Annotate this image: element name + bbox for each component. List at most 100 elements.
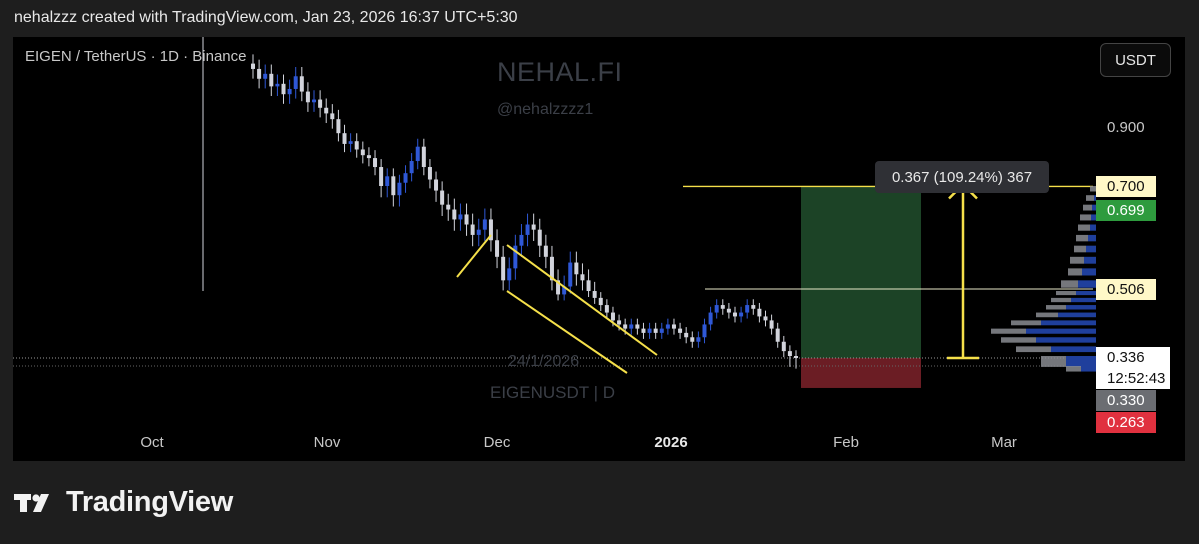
candle-body: [299, 76, 304, 92]
candle-body: [275, 83, 280, 87]
candle-body: [330, 113, 335, 120]
volume-profile-bar: [1058, 312, 1096, 318]
profit-zone: [801, 186, 921, 358]
candle-body: [440, 190, 445, 205]
volume-profile-bar: [1066, 305, 1096, 310]
volume-profile-bar: [1011, 320, 1041, 326]
volume-profile-bar: [1041, 320, 1096, 326]
candle-body: [287, 88, 292, 95]
tradingview-footer[interactable]: TradingView: [14, 486, 233, 519]
candle-body: [269, 73, 274, 87]
candle-body: [592, 291, 597, 298]
chart-panel[interactable]: EIGEN / TetherUS · 1D · Binance NEHAL.FI…: [13, 37, 1185, 461]
last-price-label: 0.336: [1096, 347, 1170, 368]
candle-body: [531, 224, 536, 230]
candle-body: [739, 312, 744, 317]
price-tick: 0.900: [1107, 119, 1145, 136]
candle-body: [403, 173, 408, 183]
candle-body: [769, 320, 774, 329]
candle-body: [305, 91, 310, 103]
volume-profile-bar: [1076, 291, 1096, 296]
brand-name: TradingView: [66, 486, 233, 518]
channel-upper-line: [506, 244, 658, 356]
candle-body: [409, 161, 414, 174]
candle-body: [391, 176, 396, 196]
candle-body: [251, 63, 255, 69]
candle-body: [598, 297, 603, 306]
candle-body: [787, 351, 792, 357]
volume-profile-bar: [1066, 356, 1096, 367]
volume-profile-bar: [1046, 305, 1066, 310]
watermark-title: NEHAL.FI: [497, 57, 623, 87]
volume-profile-bar: [991, 328, 1026, 334]
candle-body: [397, 182, 402, 196]
candle-body: [702, 324, 707, 338]
candle-body: [421, 146, 426, 168]
volume-profile-bar: [1061, 280, 1078, 288]
volume-profile-bar: [1051, 346, 1096, 353]
candle-body: [757, 308, 762, 317]
candle-body: [525, 224, 530, 235]
candle-body: [665, 324, 670, 329]
volume-profile-bar: [1074, 245, 1086, 253]
resistance-price-label: 0.506: [1096, 279, 1156, 300]
chart-canvas[interactable]: [13, 37, 1185, 461]
volume-profile-bar: [1086, 195, 1094, 201]
candle-body: [720, 305, 725, 309]
candle-body: [604, 305, 609, 313]
candle-body: [501, 256, 506, 281]
candle-body: [476, 229, 481, 235]
candle-body: [513, 245, 518, 269]
volume-profile-bar: [1084, 256, 1096, 264]
volume-profile-bar: [1090, 186, 1096, 192]
candle-body: [458, 214, 463, 220]
month-label: Dec: [483, 434, 511, 451]
flagpole-line: [456, 234, 492, 278]
attribution-header: nehalzzz created with TradingView.com, J…: [14, 9, 518, 26]
candle-body: [732, 312, 737, 317]
candle-body: [342, 133, 347, 144]
volume-profile-bar: [1041, 356, 1066, 367]
volume-profile-bar: [1001, 337, 1036, 343]
candle-body: [763, 316, 768, 321]
candle-body: [495, 240, 500, 257]
candle-body: [507, 268, 512, 281]
volume-profile-bar: [1071, 297, 1096, 303]
volume-profile-bar: [1080, 214, 1091, 221]
volume-profile-bar: [1056, 291, 1076, 296]
month-label: Feb: [833, 434, 859, 451]
volume-profile-bar: [1036, 337, 1096, 343]
candle-body: [568, 262, 573, 287]
symbol-info[interactable]: EIGEN / TetherUS · 1D · Binance: [25, 48, 247, 65]
candle-body: [324, 107, 329, 114]
candle-body: [659, 328, 664, 333]
candle-body: [281, 83, 286, 95]
candle-body: [635, 324, 640, 329]
target-price-label: 0.700: [1096, 176, 1156, 197]
candle-body: [373, 158, 378, 168]
volume-profile-bar: [1016, 346, 1051, 353]
year-label: 2026: [654, 434, 688, 451]
candle-body: [312, 99, 317, 103]
candle-body: [745, 305, 750, 313]
candle-body: [696, 337, 701, 342]
candle-body: [574, 262, 579, 275]
candle-body: [714, 305, 719, 313]
volume-profile-bar: [1090, 224, 1096, 231]
stop-price-label: 0.263: [1096, 412, 1156, 433]
volume-profile-bar: [1026, 328, 1096, 334]
month-label: Mar: [991, 434, 1017, 451]
candle-body: [708, 312, 713, 325]
candle-body: [690, 337, 695, 342]
candle-body: [519, 234, 524, 246]
currency-button[interactable]: USDT: [1100, 43, 1171, 77]
candle-body: [446, 204, 451, 210]
month-label: Oct: [140, 434, 164, 451]
candle-body: [537, 229, 542, 246]
candle-body: [549, 256, 554, 281]
candle-body: [617, 320, 622, 325]
volume-profile-bar: [1070, 256, 1084, 264]
volume-profile-bar: [1092, 204, 1096, 211]
volume-profile-bar: [1083, 204, 1092, 211]
candle-body: [318, 99, 323, 108]
